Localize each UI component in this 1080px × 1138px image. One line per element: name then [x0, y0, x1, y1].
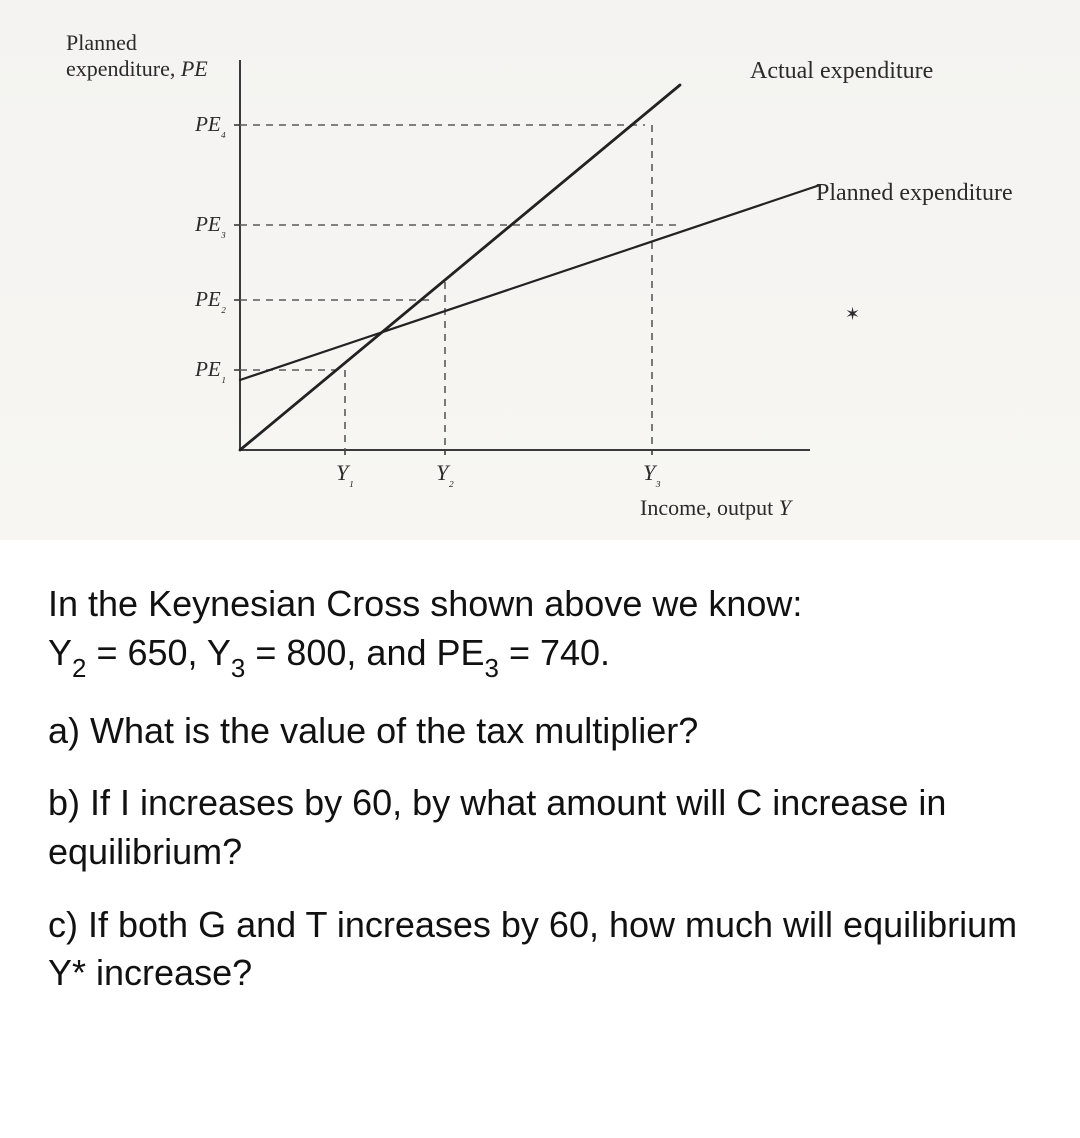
figure-canvas: Plannedexpenditure, PE Income, output Y PE…	[40, 20, 1040, 530]
intro-text: In the Keynesian Cross shown above we kn…	[48, 580, 1032, 683]
svg-text:Y₁: Y₁	[336, 460, 354, 488]
svg-text:Y₂: Y₂	[436, 460, 454, 488]
chart-svg: Plannedexpenditure, PE Income, output Y PE…	[40, 20, 1040, 530]
svg-text:PE₃: PE₃	[194, 212, 226, 239]
svg-text:Planned expenditure: Planned expenditure	[816, 180, 1013, 206]
svg-text:Actual expenditure: Actual expenditure	[750, 58, 933, 84]
question-block: In the Keynesian Cross shown above we kn…	[0, 540, 1080, 1062]
intro-line1: In the Keynesian Cross shown above we kn…	[48, 583, 802, 624]
svg-text:PE₄: PE₄	[194, 112, 226, 139]
question-b: b) If I increases by 60, by what amount …	[48, 779, 1032, 876]
svg-text:expenditure, PE: expenditure, PE	[66, 56, 208, 81]
intro-line2: Y2 = 650, Y3 = 800, and PE3 = 740.	[48, 632, 610, 673]
question-c: c) If both G and T increases by 60, how …	[48, 901, 1032, 998]
svg-text:Planned: Planned	[66, 30, 137, 55]
svg-text:Y₃: Y₃	[643, 460, 661, 488]
keynesian-cross-figure: Plannedexpenditure, PE Income, output Y PE…	[0, 0, 1080, 540]
svg-text:PE₁: PE₁	[194, 357, 226, 384]
svg-text:Income, output Y: Income, output Y	[640, 495, 794, 520]
svg-text:PE₂: PE₂	[194, 287, 226, 314]
svg-text:✶: ✶	[845, 304, 860, 324]
question-a: a) What is the value of the tax multipli…	[48, 707, 1032, 756]
